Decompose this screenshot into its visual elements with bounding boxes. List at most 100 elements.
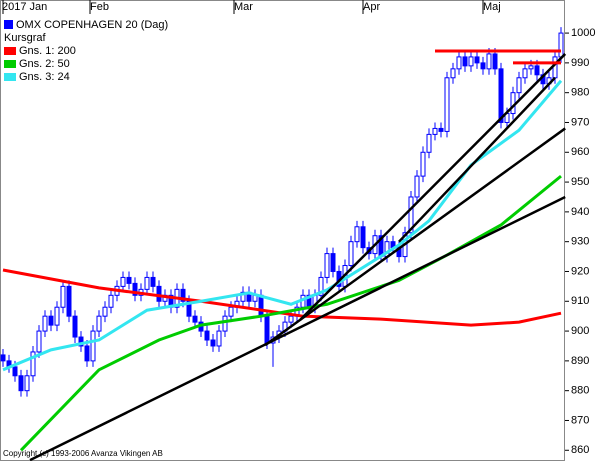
candle-body <box>66 285 72 317</box>
candle-body <box>432 127 438 135</box>
y-tick-label: 980 <box>571 87 589 99</box>
candle-body <box>558 32 564 58</box>
candle-body <box>510 92 516 115</box>
y-tick-label: 950 <box>571 176 589 188</box>
footer: Copyright (c) 1993-2006 Avanza Vikingen … <box>3 449 163 458</box>
y-tick-label: 930 <box>571 236 589 248</box>
legend-swatch <box>4 73 16 81</box>
plot-area <box>0 27 567 461</box>
candle-body <box>150 276 156 287</box>
candle-body <box>414 175 420 198</box>
candle-body <box>204 330 210 341</box>
x-tick-label: Maj <box>483 1 501 13</box>
candle-body <box>456 56 462 70</box>
moving-average <box>2 268 562 327</box>
y-tick-label: 860 <box>571 444 589 456</box>
y-tick-label: 960 <box>571 146 589 158</box>
trendline <box>29 195 566 461</box>
candle-body <box>486 53 492 70</box>
legend-label: Gns. 3: 24 <box>19 71 70 83</box>
candle-body <box>528 65 534 70</box>
candle-body <box>330 253 336 272</box>
candle-body <box>444 77 450 132</box>
candle-body <box>492 53 498 70</box>
candle-body <box>132 282 138 296</box>
y-tick-label: 900 <box>571 325 589 337</box>
candle-body <box>24 375 30 392</box>
x-tick-label: Feb <box>90 1 109 13</box>
candle-body <box>438 127 444 132</box>
y-tick-label: 910 <box>571 295 589 307</box>
candle-body <box>60 285 66 308</box>
candle-body <box>468 56 474 67</box>
candle-body <box>18 375 24 392</box>
y-tick-label: 970 <box>571 116 589 128</box>
candle-body <box>84 345 90 362</box>
candle-body <box>222 315 228 332</box>
candle-body <box>96 315 102 332</box>
candle-body <box>480 62 486 70</box>
legend-title: OMX COPENHAGEN 20 (Dag) <box>16 19 168 31</box>
candle-body <box>126 276 132 284</box>
candle-body <box>0 354 6 362</box>
candle-body <box>354 226 360 243</box>
x-tick-label: 2017 Jan <box>2 1 47 13</box>
legend-swatch <box>4 47 16 55</box>
candle-body <box>78 336 84 347</box>
candle-body <box>240 291 246 302</box>
x-tick-label: Apr <box>363 1 380 13</box>
x-tick-label: Mar <box>234 1 253 13</box>
candle-body <box>360 226 366 249</box>
candle-body <box>498 68 504 123</box>
candle-body <box>408 196 414 234</box>
candle-body <box>450 68 456 79</box>
candle-body <box>30 351 36 377</box>
plot-frame <box>0 0 565 461</box>
trendline <box>398 76 556 243</box>
y-tick-label: 920 <box>571 265 589 277</box>
candle-body <box>36 330 42 353</box>
candle-body <box>522 68 528 79</box>
candle-body <box>324 253 330 278</box>
candle-body <box>216 330 222 347</box>
y-tick-label: 880 <box>571 385 589 397</box>
candle-body <box>144 276 150 290</box>
candle-body <box>210 339 216 347</box>
y-tick-label: 870 <box>571 414 589 426</box>
y-tick-label: 990 <box>571 57 589 69</box>
legend-label: Gns. 2: 50 <box>19 58 70 70</box>
candle-body <box>12 366 18 377</box>
y-tick-label: 890 <box>571 355 589 367</box>
candle-body <box>420 151 426 177</box>
candle-body <box>48 315 54 326</box>
candle-body <box>42 315 48 332</box>
candle-body <box>264 315 270 344</box>
candle-body <box>156 285 162 302</box>
candle-body <box>462 56 468 67</box>
candle-body <box>108 294 114 308</box>
candle-body <box>186 300 192 317</box>
candle-body <box>54 306 60 326</box>
candle-body <box>120 276 126 287</box>
candle-body <box>192 315 198 323</box>
candle-body <box>516 77 522 94</box>
candle-body <box>426 133 432 153</box>
legend-label: Gns. 1: 200 <box>19 45 76 57</box>
candle-body <box>102 306 108 317</box>
y-tick-label: 940 <box>571 206 589 218</box>
candle-body <box>348 241 354 267</box>
candle-body <box>258 294 264 317</box>
candle-body <box>534 65 540 76</box>
y-tick-label: 1000 <box>571 27 595 39</box>
trendline <box>264 127 566 347</box>
legend-swatch <box>4 20 13 29</box>
legend-subtitle: Kursgraf <box>4 32 47 44</box>
candle-body <box>90 330 96 362</box>
candle-body <box>180 288 186 302</box>
candle-body <box>318 276 324 296</box>
moving-average <box>19 174 562 452</box>
trendline <box>299 53 567 321</box>
